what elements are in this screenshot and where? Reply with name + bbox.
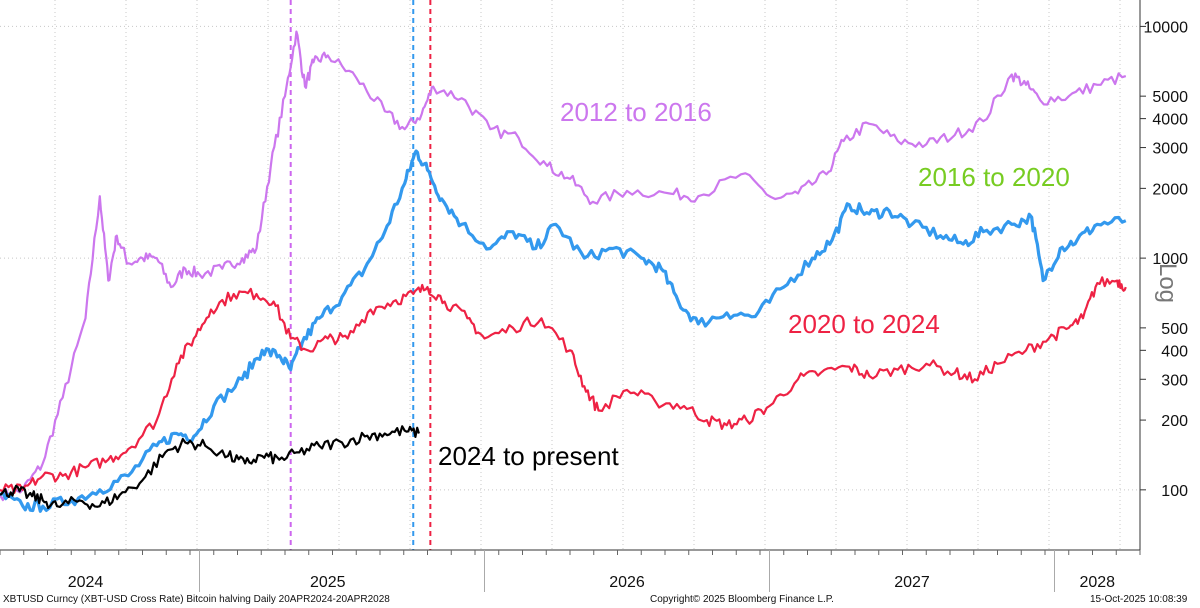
footer-timestamp: 15-Oct-2025 10:08:39 (1090, 594, 1188, 605)
series-line-0 (0, 30, 1127, 502)
label-2016-2020: 2016 to 2020 (918, 162, 1070, 192)
x-tick-label: 2028 (1079, 574, 1115, 591)
y-tick-label: 500 (1161, 321, 1188, 338)
y-tick-label: 5000 (1152, 89, 1188, 106)
y-tick-label: 10000 (1144, 19, 1189, 36)
axes: 100 200 300 400 500 1000 2000 3000 4000 5000 10000… (0, 0, 1188, 592)
y-tick-label: 3000 (1152, 141, 1188, 158)
footer-copyright: Copyright© 2025 Bloomberg Finance L.P. (650, 594, 834, 605)
y-tick-label: 2000 (1152, 181, 1188, 198)
y-tick-label: 200 (1161, 413, 1188, 430)
series-lines (0, 30, 1127, 513)
x-tick-label: 2027 (894, 574, 930, 591)
y-tick-label: 1000 (1152, 251, 1188, 268)
series-line-2 (0, 276, 1127, 494)
x-tick-label: 2025 (310, 574, 346, 591)
y-axis-title: Log (1154, 263, 1181, 303)
label-2024-present: 2024 to present (438, 441, 619, 471)
y-tick-label: 300 (1161, 372, 1188, 389)
series-line-3 (0, 425, 420, 510)
label-2020-2024: 2020 to 2024 (788, 309, 940, 339)
series-line-1 (0, 149, 1127, 513)
x-tick-label: 2024 (68, 574, 104, 591)
footer-source: XBTUSD Curncy (XBT-USD Cross Rate) Bitco… (3, 594, 390, 605)
label-2012-2016: 2012 to 2016 (560, 97, 712, 127)
y-tick-label: 4000 (1152, 112, 1188, 129)
bitcoin-halving-chart: 100 200 300 400 500 1000 2000 3000 4000 5000 10000… (0, 0, 1188, 592)
x-tick-label: 2026 (609, 574, 645, 591)
y-tick-label: 400 (1161, 343, 1188, 360)
y-tick-label: 100 (1161, 483, 1188, 500)
